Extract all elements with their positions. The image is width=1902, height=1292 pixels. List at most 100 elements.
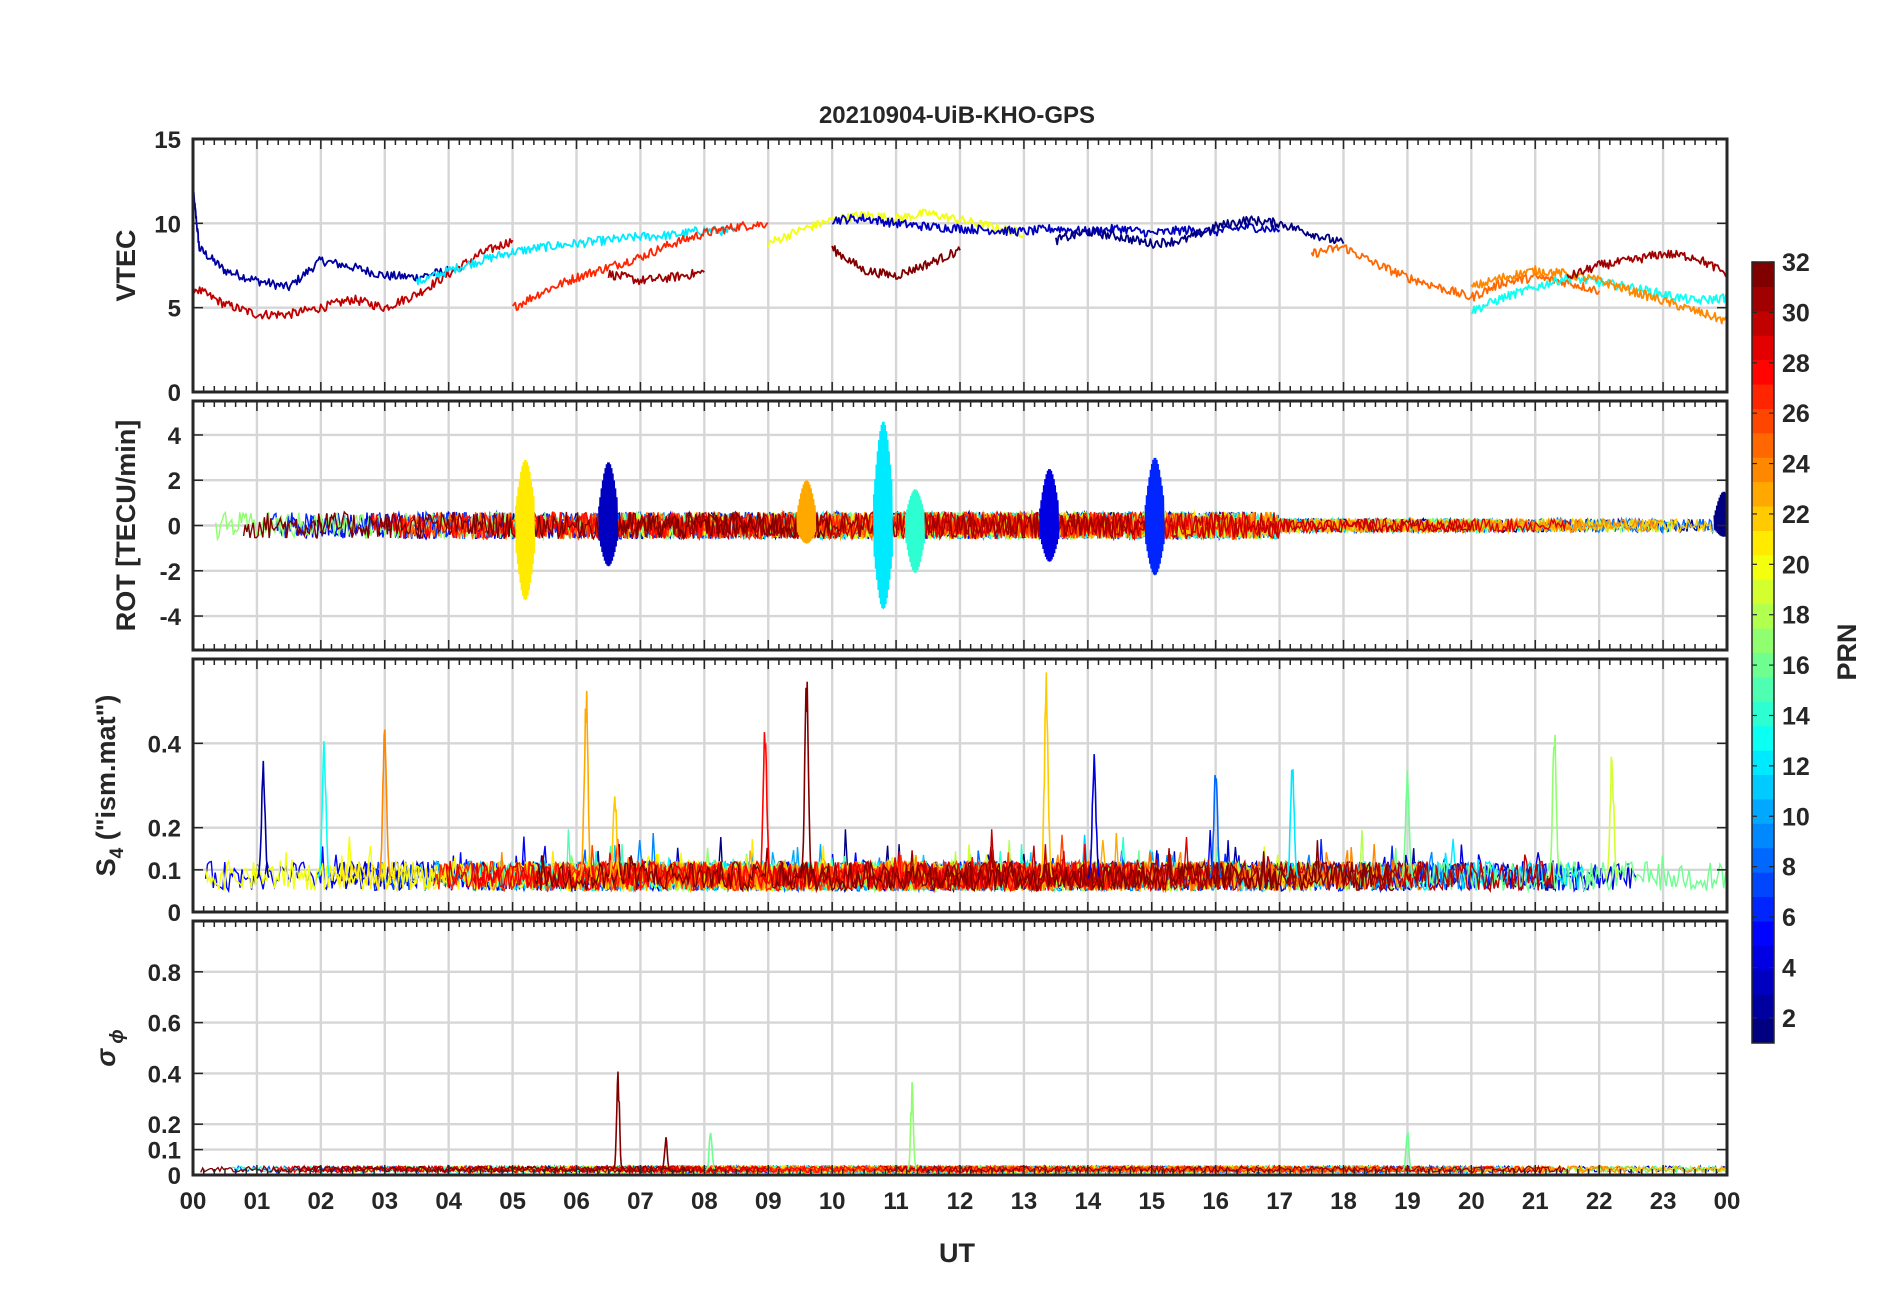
x-tick-label: 15 [1138,1188,1165,1215]
rot-spike [1144,457,1165,576]
data-layer [204,672,1727,894]
x-tick-label: 18 [1330,1188,1357,1215]
s4-peak [317,741,331,879]
axes-box [191,919,1729,1177]
colorbar-tick-label: 32 [1782,249,1810,277]
sigma-peak [906,1081,918,1171]
y-tick-label: 0.8 [148,960,181,987]
sigma-series-prn-32 [200,1164,695,1175]
panel-rot: -4 -2 0 2 4 ROT [TECU/min] [111,399,1729,652]
x-tick-label: 23 [1650,1188,1677,1215]
y-axis-label: VTEC [111,229,141,301]
s4-peak [799,681,814,879]
colorbar-segment [1752,896,1774,922]
colorbar-segment [1752,1018,1774,1044]
sigma-series-prn-31 [884,1164,1566,1175]
x-tick-label: 21 [1522,1188,1549,1215]
s4-peak [1400,770,1414,879]
colorbar-tick-label: 6 [1782,904,1796,932]
panel-sigma_phi: 00.10.2 0.4 0.6 0.8 σ ϕ [91,919,1729,1190]
s4-peak [579,690,593,879]
x-tick-label: 04 [435,1188,462,1215]
colorbar-segment [1752,750,1774,776]
y-tick-label: 0.4 [148,1061,182,1088]
s4-peak [1605,756,1619,879]
colorbar-tick-label: 28 [1782,350,1810,378]
colorbar-tick-label: 8 [1782,854,1796,882]
rot-spike [515,460,536,601]
vtec-series-prn-27 [511,221,769,311]
x-tick-label: 00 [180,1188,207,1215]
s4-series-prn-29 [445,836,1234,892]
colorbar-segment [1752,823,1774,849]
y-tick-label: 0.6 [148,1011,181,1038]
panel-s4: 0 0.1 0.2 0.4 S4 ("ism.mat") [91,657,1729,927]
y-tick-label: 5 [168,296,181,323]
y-axis-label: σ ϕ [91,1029,128,1067]
x-tick-label: 20 [1458,1188,1485,1215]
sigma-peak [705,1132,716,1171]
y-tick-label: 0.1 [148,858,181,885]
colorbar-tick-label: 24 [1782,451,1810,479]
y-tick-label: 15 [154,127,181,154]
x-tick-label: 01 [244,1188,271,1215]
x-tick-label: 10 [819,1188,846,1215]
vtec-series-prn-13 [1470,272,1727,315]
y-tick-label: 0 [168,900,181,927]
x-tick-label: 22 [1586,1188,1613,1215]
sigma-peak [612,1071,624,1171]
x-tick-label: 05 [499,1188,526,1215]
y-axis-label: ROT [TECU/min] [111,420,141,631]
x-tick-label: 09 [755,1188,782,1215]
sigma-peak [1402,1131,1413,1171]
rot-spike [904,489,925,574]
x-axis-label: UT [939,1238,975,1268]
s4-peak [1208,774,1223,879]
colorbar-segment [1752,920,1774,946]
colorbar-segment [1752,701,1774,727]
colorbar-segment [1752,286,1774,312]
colorbar-segment [1752,872,1774,898]
colorbar-tick-label: 30 [1782,299,1810,327]
vtec-series-prn-24 [1470,265,1727,325]
s4-series-prn-32 [534,840,1395,894]
colorbar-tick-label: 20 [1782,551,1810,579]
colorbar-tick-label: 4 [1782,954,1796,982]
colorbar-segment [1752,262,1774,287]
colorbar-segment [1752,554,1774,580]
vtec-series-prn-3 [831,213,1281,238]
vtec-series-prn-20 [767,208,1025,248]
colorbar-segment [1752,432,1774,458]
x-tick-label: 12 [947,1188,974,1215]
y-tick-label: 0.4 [148,731,182,758]
x-tick-label: 16 [1202,1188,1229,1215]
colorbar-tick-label: 16 [1782,652,1810,680]
rot-spike [1039,469,1060,562]
rot-spike [1713,491,1727,537]
y-tick-label: 0.2 [148,1112,181,1139]
colorbar-segment [1752,676,1774,702]
s4-peak [608,796,622,879]
colorbar-segment [1752,798,1774,824]
colorbar-segment [1752,969,1774,995]
s4-peak [1087,754,1101,879]
colorbar-segment [1752,994,1774,1020]
vtec-series-prn-25 [1310,244,1601,302]
vtec-series-prn-2 [193,188,450,292]
colorbar-segment [1752,481,1774,507]
colorbar-segment [1752,310,1774,336]
x-tick-label: 02 [307,1188,334,1215]
s4-peak [1039,672,1053,879]
colorbar-segment [1752,530,1774,556]
colorbar-segment [1752,628,1774,653]
colorbar-segment [1752,579,1774,605]
s4-series-prn-30 [916,829,1555,894]
rot-series-prn-32 [242,510,831,541]
vtec-series-prn-12 [415,225,738,286]
colorbar-tick-label: 26 [1782,400,1810,428]
y-tick-label: 10 [154,211,181,238]
y-axis-label: S4 ("ism.mat") [91,695,128,877]
y-tick-label: 0 [168,1163,181,1190]
y-tick-label: 0.2 [148,816,181,843]
x-tick-label: 03 [371,1188,398,1215]
